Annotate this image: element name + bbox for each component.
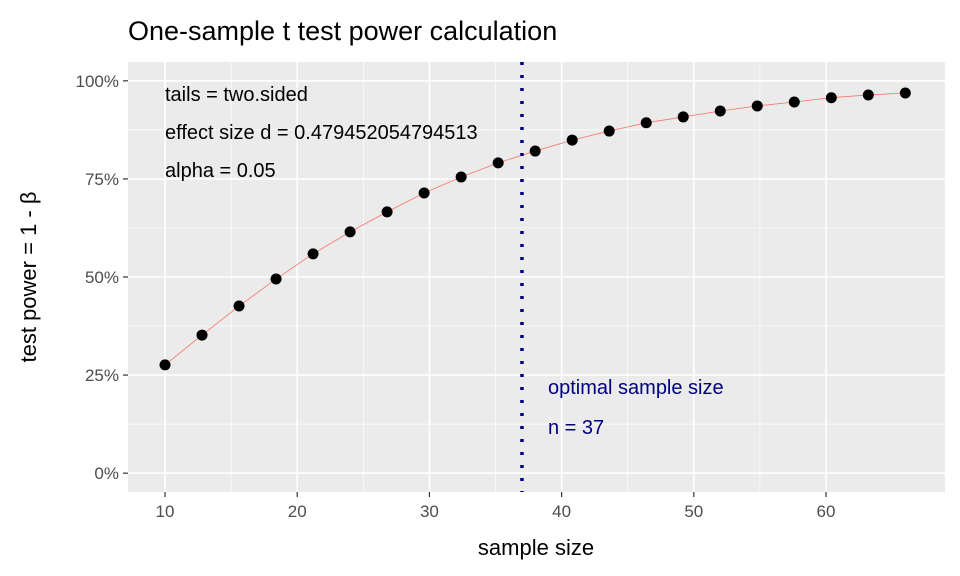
data-point [566,134,578,146]
data-point [159,359,171,371]
data-point [233,300,245,312]
y-tick-label: 0% [94,464,119,483]
annotation-alpha: alpha = 0.05 [165,160,276,182]
annotation-optimal-label: optimal sample size [548,377,724,399]
data-point [825,92,837,104]
y-tick-label: 50% [85,268,119,287]
data-point [307,248,319,260]
data-point [788,96,800,108]
data-point [529,145,541,157]
data-point [862,89,874,101]
data-point [714,105,726,117]
y-tick-label: 75% [85,170,119,189]
x-axis-title: sample size [478,535,594,560]
data-point [381,206,393,218]
data-point [677,111,689,123]
x-tick-label: 40 [552,502,571,521]
data-point [455,171,467,183]
data-point [751,100,763,112]
x-tick-label: 20 [288,502,307,521]
x-tick-label: 30 [420,502,439,521]
x-tick-label: 50 [684,502,703,521]
x-tick-label: 60 [817,502,836,521]
data-point [344,226,356,238]
data-point [640,117,652,129]
y-tick-label: 100% [76,72,119,91]
data-point [603,125,615,137]
annotation-tails: tails = two.sided [165,84,308,106]
y-tick-label: 25% [85,366,119,385]
x-tick-label: 10 [156,502,175,521]
data-point [899,87,911,99]
annotation-optimal-n: n = 37 [548,417,604,439]
data-point [418,187,430,199]
y-axis-title: test power = 1 - β [16,191,41,362]
annotation-effect-size: effect size d = 0.479452054794513 [165,122,478,144]
data-point [492,157,504,169]
data-point [270,273,282,285]
data-point [196,329,208,341]
chart-title: One-sample t test power calculation [128,16,557,46]
